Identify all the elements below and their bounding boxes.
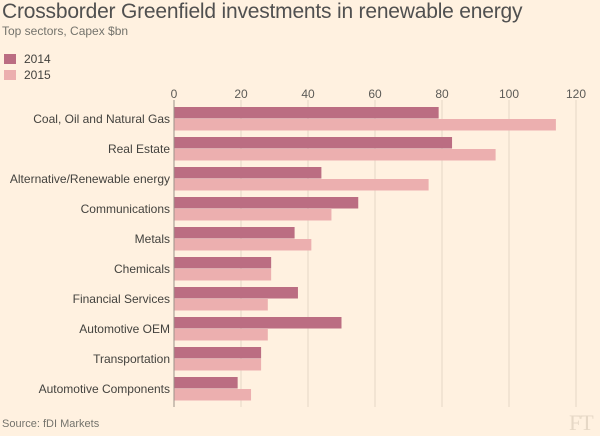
x-tick-label-60: 60 [368, 87, 382, 101]
bar-2015-real-estate [174, 149, 496, 161]
bar-2014-automotive-components [174, 377, 238, 389]
x-tick-label-100: 100 [499, 87, 519, 101]
bar-2015-communications [174, 209, 332, 221]
x-tick-label-120: 120 [566, 87, 586, 101]
legend-label-2014: 2014 [24, 52, 51, 66]
legend-item-2014: 2014 [4, 51, 51, 67]
category-label-real-estate: Real Estate [108, 142, 170, 156]
category-label-financial-services: Financial Services [73, 292, 170, 306]
category-label-communications: Communications [81, 202, 170, 216]
legend-swatch-2015 [4, 70, 16, 80]
bar-2014-communications [174, 197, 359, 209]
bar-2014-coal-oil-and-natural-gas [174, 107, 439, 119]
bar-2014-real-estate [174, 137, 453, 149]
category-label-automotive-oem: Automotive OEM [79, 322, 170, 336]
source-note: Source: fDI Markets [2, 418, 100, 430]
bar-2015-transportation [174, 359, 262, 371]
bar-2014-metals [174, 227, 295, 239]
x-tick-label-80: 80 [435, 87, 449, 101]
bar-2015-alternative-renewable-energy [174, 179, 429, 191]
x-tick-label-20: 20 [234, 87, 248, 101]
bar-2015-metals [174, 239, 312, 251]
bar-2015-financial-services [174, 299, 268, 311]
bar-2015-coal-oil-and-natural-gas [174, 119, 556, 131]
chart-subtitle: Top sectors, Capex $bn [2, 24, 129, 38]
bar-2014-alternative-renewable-energy [174, 167, 322, 179]
bar-2014-financial-services [174, 287, 298, 299]
ft-logo: FT [569, 410, 594, 435]
category-label-coal-oil-and-natural-gas: Coal, Oil and Natural Gas [33, 112, 170, 126]
legend-item-2015: 2015 [4, 67, 51, 83]
legend: 2014 2015 [4, 51, 51, 83]
legend-label-2015: 2015 [24, 68, 51, 82]
bar-2014-transportation [174, 347, 262, 359]
bar-2015-automotive-components [174, 389, 252, 401]
x-tick-label-0: 0 [171, 87, 178, 101]
category-label-metals: Metals [135, 232, 170, 246]
legend-swatch-2014 [4, 54, 16, 64]
bar-2015-chemicals [174, 269, 272, 281]
bar-2014-automotive-oem [174, 317, 342, 329]
category-label-automotive-components: Automotive Components [39, 382, 170, 396]
chart-title: Crossborder Greenfield investments in re… [2, 0, 523, 23]
category-label-alternative-renewable-energy: Alternative/Renewable energy [10, 172, 170, 186]
bar-2015-automotive-oem [174, 329, 268, 341]
category-label-chemicals: Chemicals [114, 262, 170, 276]
bar-2014-chemicals [174, 257, 272, 269]
x-tick-label-40: 40 [301, 87, 315, 101]
category-label-transportation: Transportation [93, 352, 170, 366]
